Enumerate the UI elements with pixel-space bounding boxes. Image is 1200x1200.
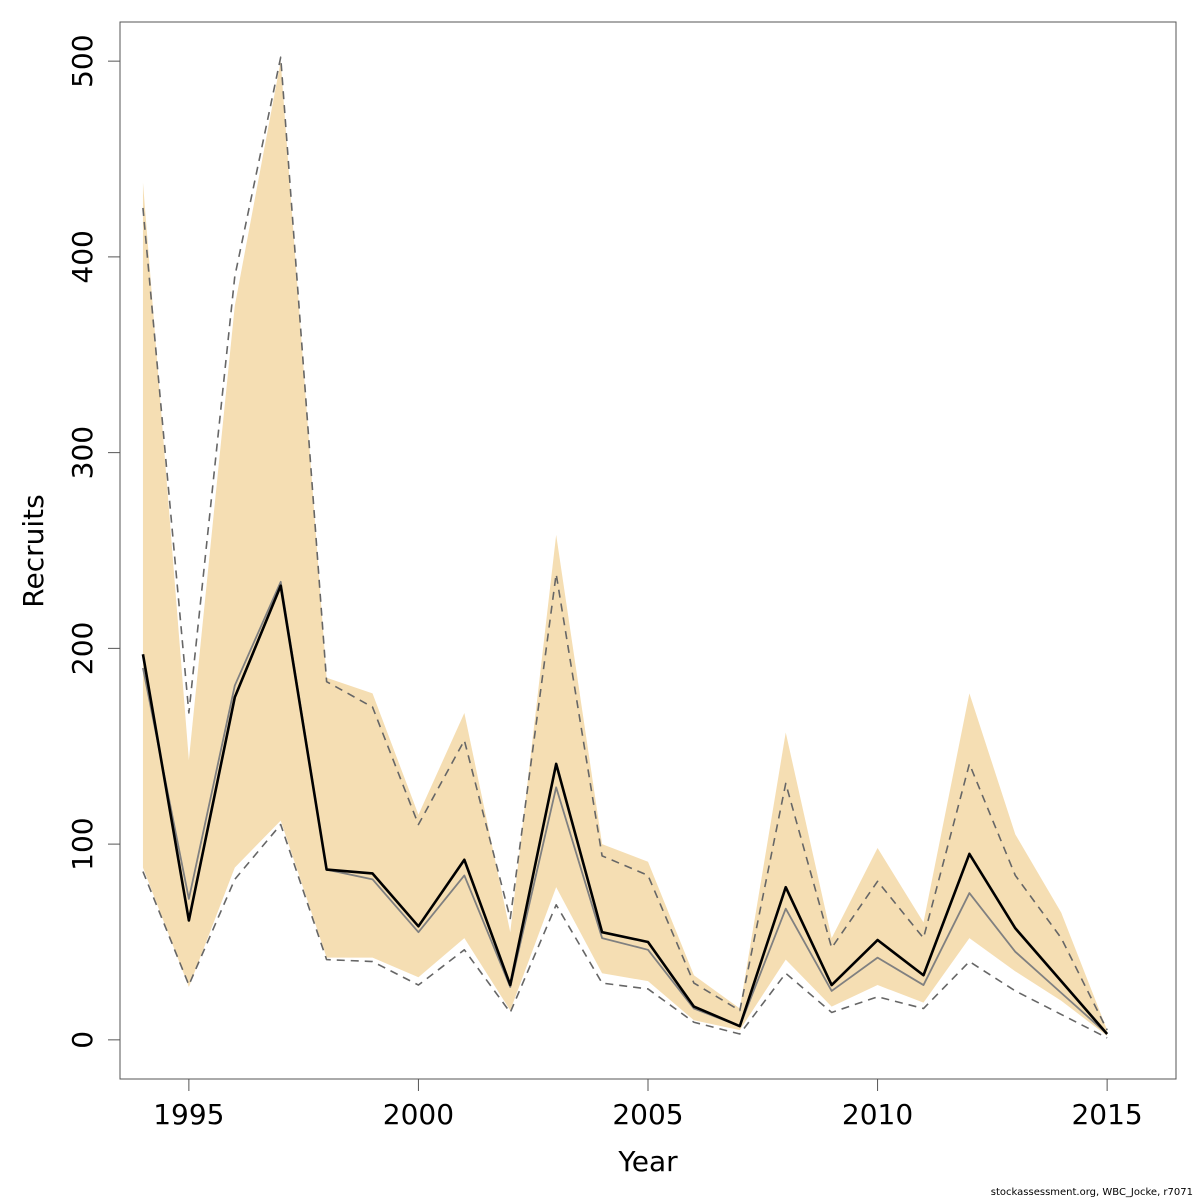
median-line [141,584,1109,1035]
y-tick-label: 400 [66,230,99,283]
y-tick-label: 500 [66,34,99,87]
confidence-band [142,61,1108,1036]
credit-text: stockassessment.org, WBC_Jocke, r7071 [991,1187,1193,1198]
y-tick-label: 0 [66,1031,99,1049]
x-tick-label: 2015 [1071,1098,1142,1131]
y-tick-label: 100 [66,817,99,870]
y-tick-label: 200 [66,622,99,675]
x-tick-label: 2005 [612,1098,683,1131]
y-axis: 0 100 200 300 400 500 [66,34,121,1049]
series-lines-layer [141,56,1109,1039]
y-tick-label: 300 [66,426,99,479]
x-axis-title: Year [617,1145,678,1178]
x-axis: 1995 2000 2005 2010 2015 [153,1078,1143,1131]
dashed-upper-line [142,56,1108,1031]
confidence-band-layer [142,61,1108,1036]
x-tick-label: 1995 [153,1098,224,1131]
x-tick-label: 2010 [842,1098,913,1131]
dashed-lower-line [142,823,1108,1039]
x-tick-label: 2000 [383,1098,454,1131]
y-axis-title: Recruits [17,494,50,607]
